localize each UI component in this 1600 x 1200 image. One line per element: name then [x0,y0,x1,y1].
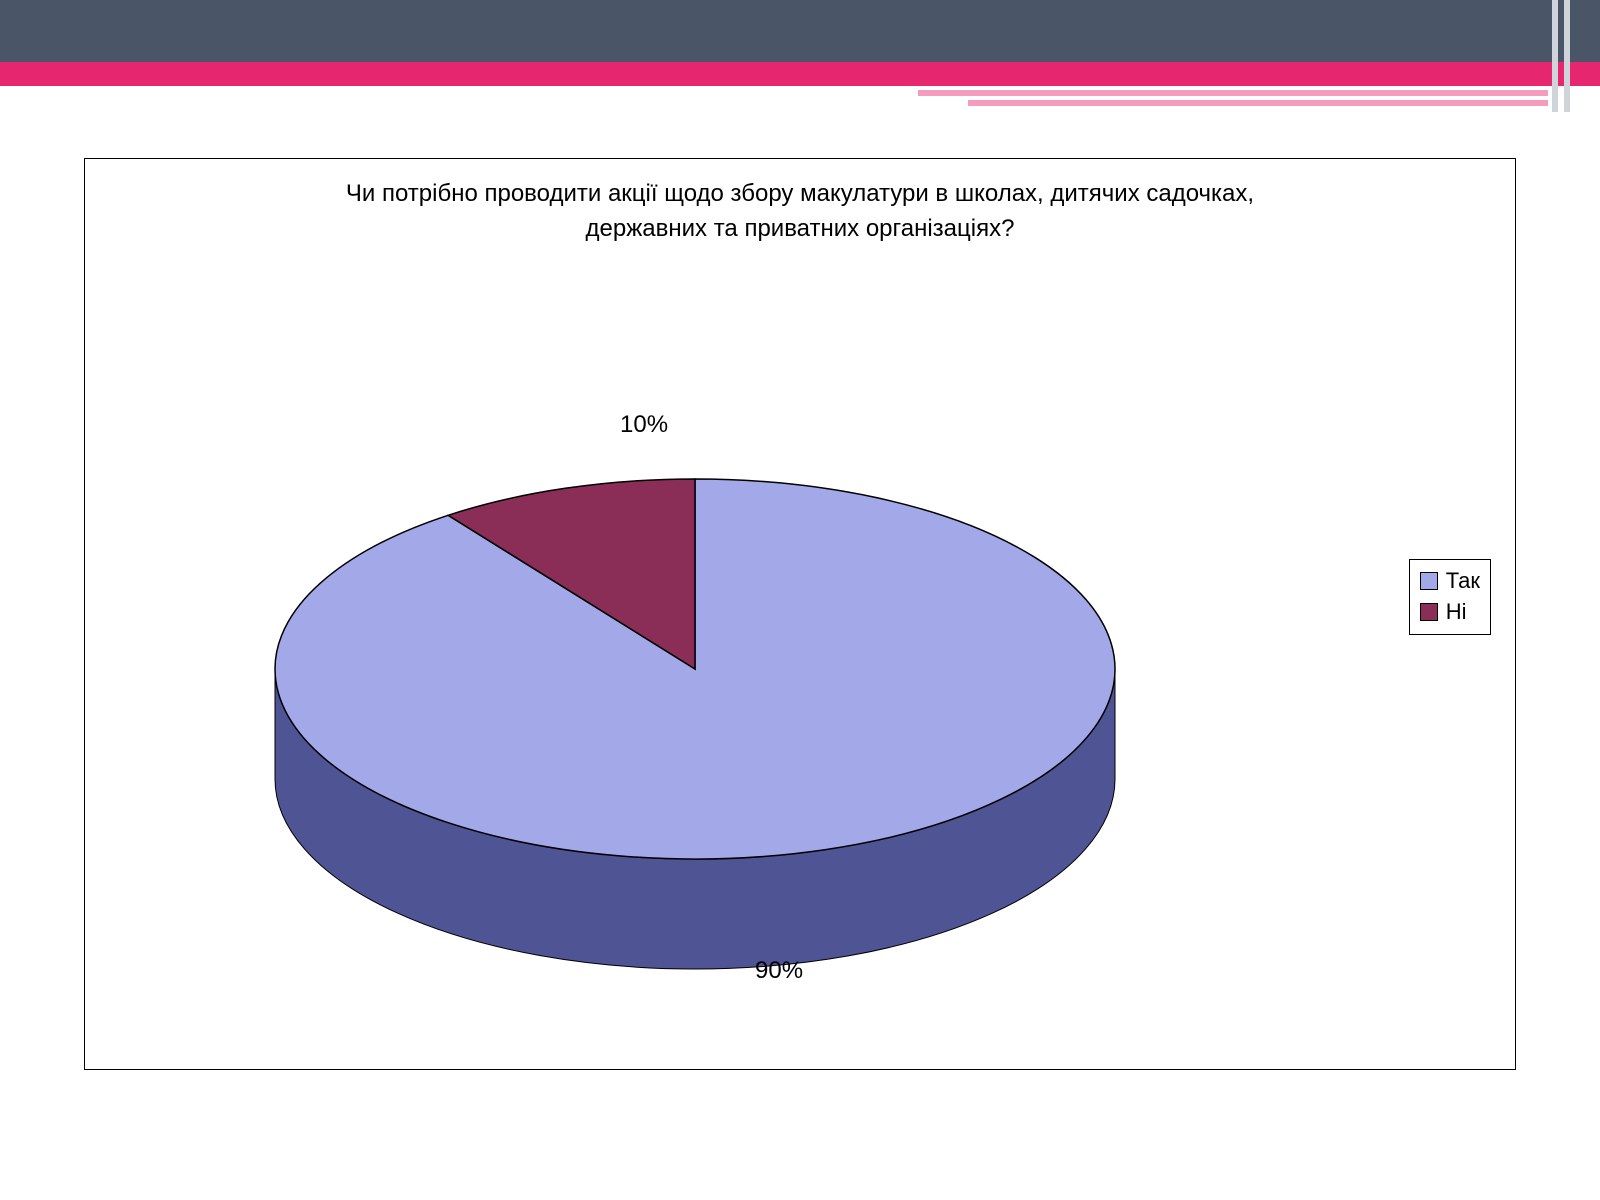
header-side-stripe-2 [1552,0,1558,112]
pie-chart [225,369,1165,989]
legend-item-yes: Так [1420,566,1480,597]
slide-root: Чи потрібно проводити акції щодо збору м… [0,0,1600,1200]
header-pink-accent-1 [918,90,1548,96]
legend-swatch-yes [1420,572,1438,590]
header-pink-bar [0,62,1600,86]
pie-stage: 10% 90% [225,369,1165,989]
header-top-band [0,0,1600,62]
slice-label-yes: 90% [755,957,803,985]
legend-swatch-no [1420,603,1438,621]
legend: Так Ні [1409,559,1491,635]
chart-title-line2: державних та приватних організаціях? [586,215,1015,242]
header-pink-accent-2 [968,100,1548,106]
legend-text-yes: Так [1446,566,1480,597]
header-side-stripe-1 [1564,0,1570,112]
legend-text-no: Ні [1446,597,1467,628]
chart-title-line1: Чи потрібно проводити акції щодо збору м… [346,180,1254,207]
chart-title: Чи потрібно проводити акції щодо збору м… [85,177,1515,247]
slice-label-no: 10% [620,411,668,439]
chart-frame: Чи потрібно проводити акції щодо збору м… [84,158,1516,1070]
legend-item-no: Ні [1420,597,1480,628]
